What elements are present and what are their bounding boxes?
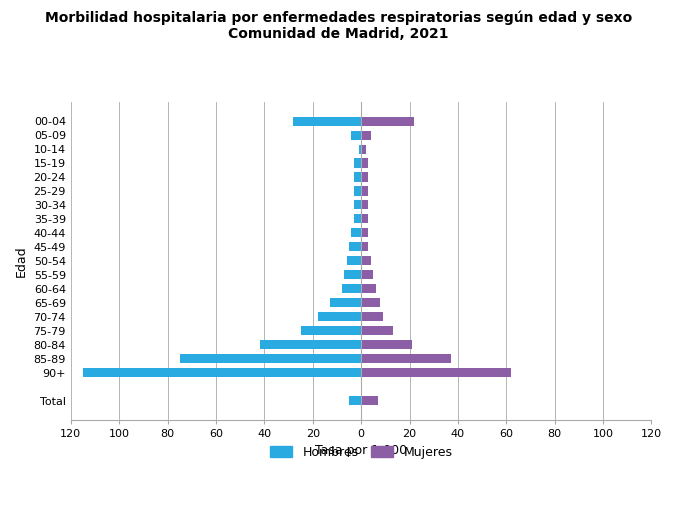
Bar — [361, 284, 376, 293]
Bar — [179, 354, 361, 363]
Bar — [330, 298, 361, 307]
Bar — [349, 242, 361, 251]
Bar — [361, 326, 393, 335]
Bar — [301, 326, 361, 335]
Bar — [361, 117, 414, 126]
Y-axis label: Edad: Edad — [15, 245, 28, 277]
Bar — [361, 270, 373, 279]
Bar — [361, 145, 366, 154]
Text: Morbilidad hospitalaria por enfermedades respiratorias según edad y sexo
Comunid: Morbilidad hospitalaria por enfermedades… — [45, 10, 632, 41]
Bar — [359, 145, 361, 154]
Bar — [361, 159, 368, 167]
Legend: Hombres, Mujeres: Hombres, Mujeres — [265, 441, 458, 464]
Bar — [351, 228, 361, 237]
Bar — [342, 284, 361, 293]
Bar — [361, 312, 383, 321]
Bar — [351, 131, 361, 140]
Bar — [361, 242, 368, 251]
Bar — [259, 340, 361, 349]
Bar — [361, 200, 368, 209]
Bar — [361, 396, 378, 405]
Bar — [361, 131, 371, 140]
Bar — [344, 270, 361, 279]
Bar — [361, 256, 371, 265]
Bar — [349, 396, 361, 405]
Bar — [361, 214, 368, 223]
Bar — [354, 200, 361, 209]
Bar — [354, 214, 361, 223]
Bar — [318, 312, 361, 321]
Bar — [361, 298, 380, 307]
Bar — [354, 186, 361, 195]
Bar — [361, 368, 511, 377]
Bar — [361, 186, 368, 195]
Bar — [361, 228, 368, 237]
Bar — [361, 354, 451, 363]
Bar — [361, 340, 412, 349]
Bar — [293, 117, 361, 126]
Bar — [83, 368, 361, 377]
Bar — [354, 159, 361, 167]
X-axis label: Tasa por 1.000: Tasa por 1.000 — [315, 444, 407, 457]
Bar — [361, 172, 368, 181]
Bar — [354, 172, 361, 181]
Bar — [347, 256, 361, 265]
